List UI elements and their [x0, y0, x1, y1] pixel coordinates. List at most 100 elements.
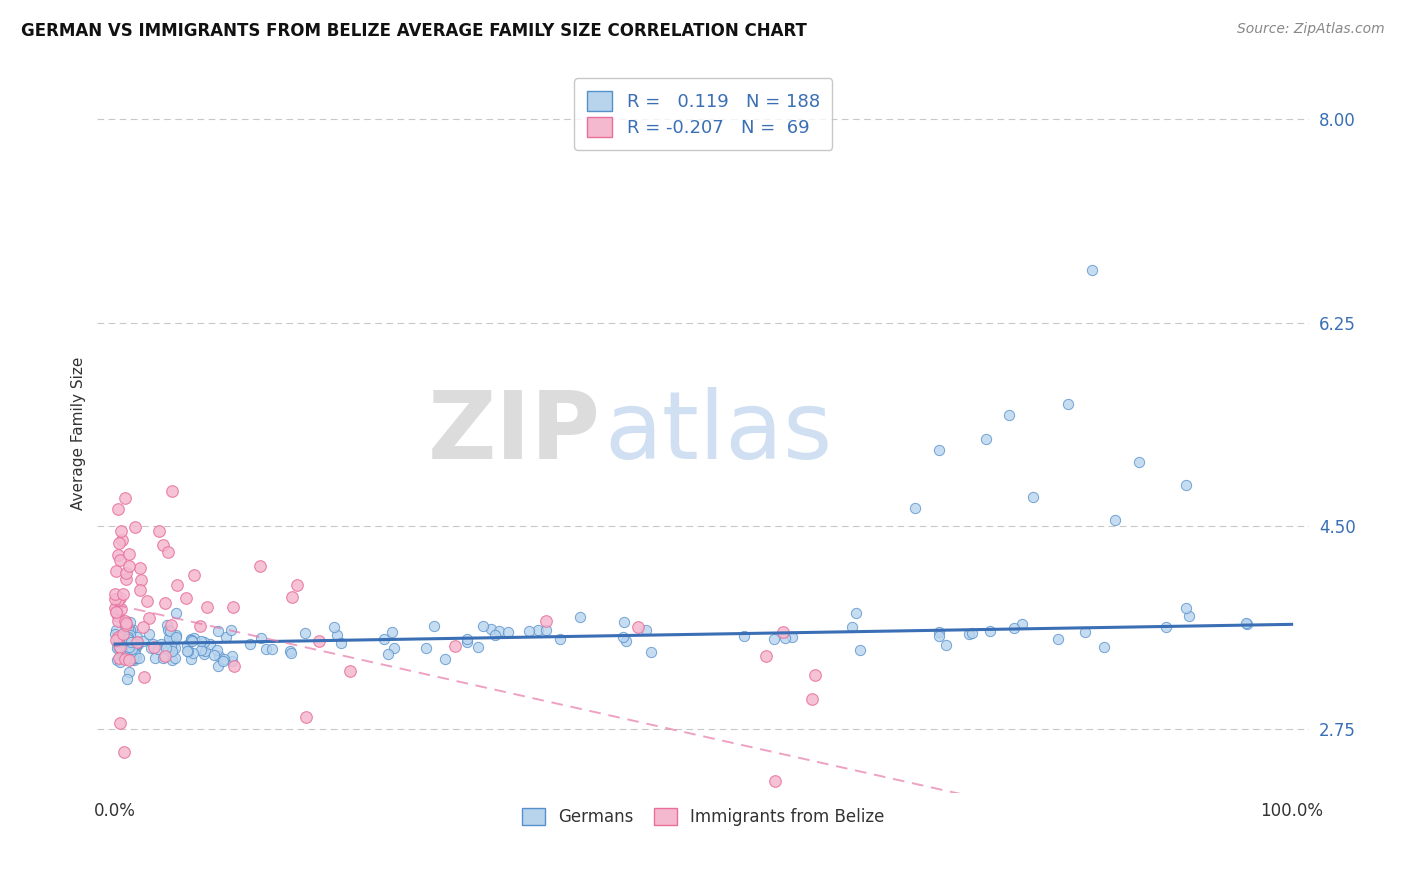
Point: [162, 484, 184, 499]
Point: [979, 624, 1001, 638]
Point: [534, 614, 557, 628]
Point: [207, 624, 229, 638]
Point: [124, 641, 146, 656]
Point: [114, 640, 136, 655]
Point: [153, 596, 176, 610]
Point: [124, 647, 146, 661]
Point: [415, 641, 437, 656]
Point: [180, 632, 202, 647]
Point: [845, 606, 868, 620]
Point: [222, 600, 245, 615]
Point: [118, 559, 141, 574]
Point: [190, 633, 212, 648]
Point: [1175, 601, 1198, 615]
Point: [139, 641, 162, 656]
Point: [121, 622, 143, 636]
Point: [165, 628, 187, 642]
Point: [155, 641, 177, 656]
Point: [928, 443, 950, 458]
Point: [132, 620, 155, 634]
Point: [249, 558, 271, 573]
Point: [112, 639, 135, 653]
Point: [148, 524, 170, 538]
Point: [128, 651, 150, 665]
Point: [157, 545, 180, 559]
Point: [105, 632, 128, 647]
Point: [111, 648, 134, 663]
Point: [114, 649, 136, 664]
Point: [105, 600, 128, 615]
Point: [484, 628, 506, 642]
Point: [112, 635, 135, 649]
Point: [108, 650, 131, 665]
Legend: Germans, Immigrants from Belize: Germans, Immigrants from Belize: [513, 800, 893, 835]
Point: [118, 632, 141, 646]
Point: [841, 620, 863, 634]
Point: [181, 646, 204, 660]
Point: [111, 636, 134, 650]
Point: [110, 637, 132, 651]
Point: [114, 640, 136, 654]
Point: [165, 606, 187, 620]
Point: [114, 646, 136, 660]
Point: [115, 618, 138, 632]
Point: [214, 630, 236, 644]
Point: [190, 619, 212, 633]
Point: [129, 561, 152, 575]
Point: [156, 618, 179, 632]
Point: [118, 653, 141, 667]
Point: [180, 632, 202, 647]
Point: [193, 635, 215, 649]
Point: [117, 621, 139, 635]
Point: [104, 627, 127, 641]
Point: [121, 644, 143, 658]
Point: [115, 644, 138, 658]
Point: [200, 637, 222, 651]
Point: [800, 692, 823, 706]
Point: [1011, 617, 1033, 632]
Point: [849, 643, 872, 657]
Point: [194, 644, 217, 658]
Point: [166, 578, 188, 592]
Point: [160, 639, 183, 653]
Point: [107, 640, 129, 655]
Point: [163, 651, 186, 665]
Point: [308, 633, 330, 648]
Point: [114, 651, 136, 665]
Point: [107, 536, 129, 550]
Point: [1092, 640, 1115, 655]
Y-axis label: Average Family Size: Average Family Size: [72, 356, 86, 509]
Point: [280, 646, 302, 660]
Point: [118, 641, 141, 656]
Point: [111, 631, 134, 645]
Point: [928, 629, 950, 643]
Point: [117, 648, 139, 662]
Point: [249, 632, 271, 646]
Point: [108, 637, 131, 651]
Point: [772, 625, 794, 640]
Point: [381, 625, 404, 640]
Point: [212, 654, 235, 668]
Point: [114, 566, 136, 580]
Point: [111, 634, 134, 648]
Point: [1234, 616, 1257, 631]
Point: [112, 641, 135, 656]
Point: [762, 632, 785, 646]
Point: [104, 592, 127, 607]
Point: [120, 640, 142, 655]
Point: [115, 632, 138, 646]
Point: [613, 615, 636, 630]
Point: [138, 627, 160, 641]
Point: [456, 634, 478, 648]
Point: [204, 648, 226, 662]
Point: [105, 605, 128, 619]
Point: [125, 634, 148, 648]
Point: [131, 634, 153, 648]
Point: [157, 634, 180, 648]
Point: [295, 710, 318, 724]
Point: [157, 631, 180, 645]
Point: [433, 652, 456, 666]
Point: [107, 593, 129, 607]
Point: [222, 659, 245, 673]
Point: [479, 622, 502, 636]
